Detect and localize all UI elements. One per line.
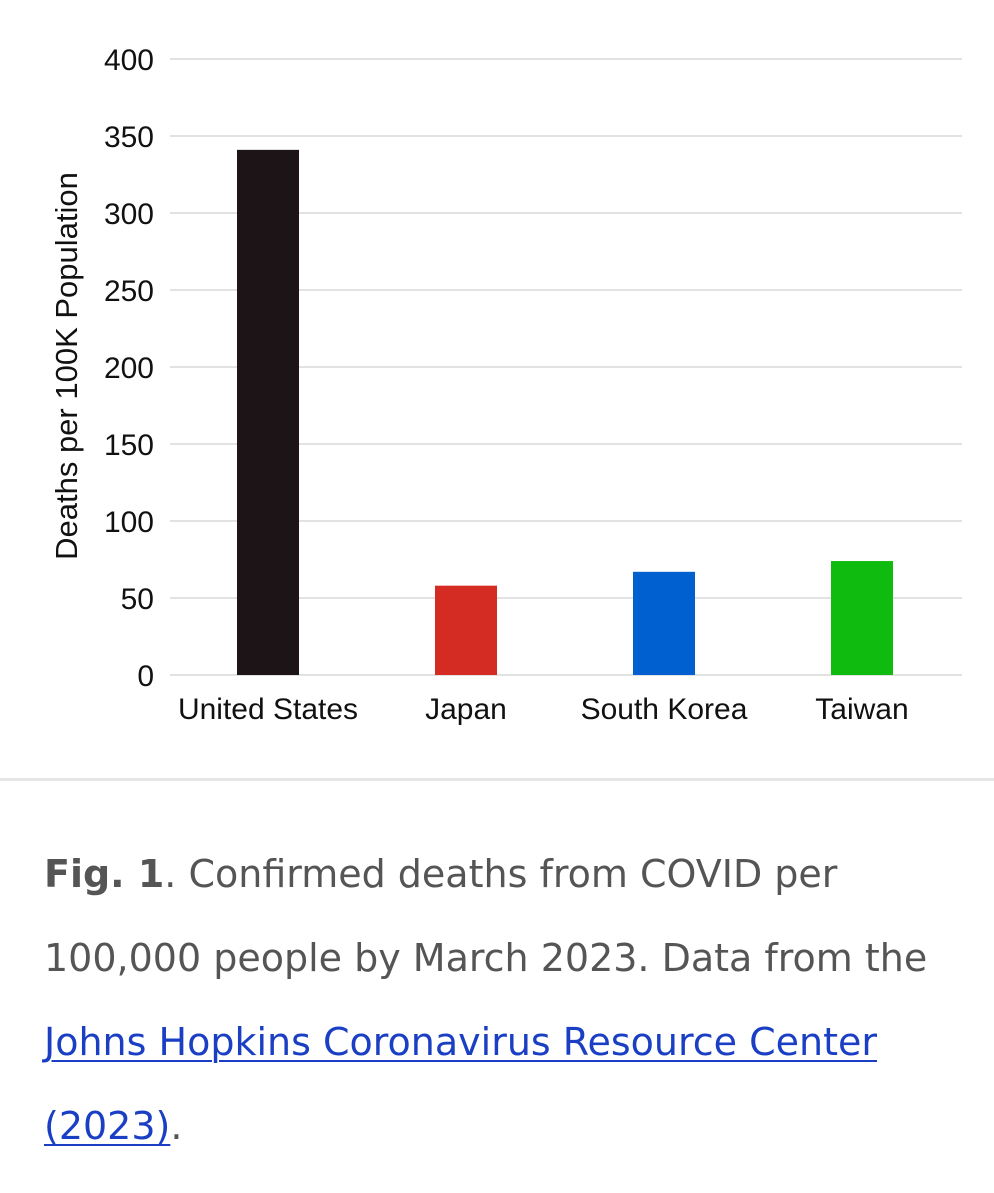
y-tick-label: 350 — [104, 121, 154, 154]
bars — [237, 149, 893, 676]
caption-end: . — [170, 1104, 183, 1148]
figure-caption: Fig. 1. Confirmed deaths from COVID per … — [44, 832, 964, 1168]
bar-south-korea — [633, 571, 695, 675]
chart-canvas: 0 50 100 150 200 250 300 350 400 United States Ja… — [49, 44, 962, 726]
x-category-label: United States — [178, 693, 358, 726]
y-tick-label: 100 — [104, 506, 154, 539]
source-link[interactable]: Johns Hopkins Coronavirus Resource Cente… — [44, 1020, 878, 1148]
section-divider — [0, 778, 994, 781]
x-category-label: South Korea — [581, 693, 748, 726]
y-tick-label: 150 — [104, 429, 154, 462]
bar-taiwan — [831, 561, 893, 675]
y-tick-label: 250 — [104, 275, 154, 308]
bar-united-states — [237, 149, 299, 676]
y-tick-label: 0 — [137, 660, 154, 693]
caption-text: . Confirmed deaths from COVID per 100,00… — [44, 852, 928, 980]
y-axis-title: Deaths per 100K Population — [49, 172, 84, 560]
y-tick-label: 200 — [104, 352, 154, 385]
x-category-label: Japan — [425, 693, 507, 726]
bar-chart: 0 50 100 150 200 250 300 350 400 United States Ja… — [49, 44, 962, 726]
y-tick-label: 400 — [104, 44, 154, 77]
gridlines — [170, 58, 962, 676]
y-tick-label: 300 — [104, 198, 154, 231]
bar-japan — [435, 585, 497, 675]
x-category-label: Taiwan — [815, 693, 908, 726]
y-axis-ticks: 0 50 100 150 200 250 300 350 400 — [104, 44, 154, 693]
x-axis-categories: United States Japan South Korea Taiwan — [178, 693, 909, 726]
y-tick-label: 50 — [121, 583, 154, 616]
figure-label: Fig. 1 — [44, 852, 165, 896]
